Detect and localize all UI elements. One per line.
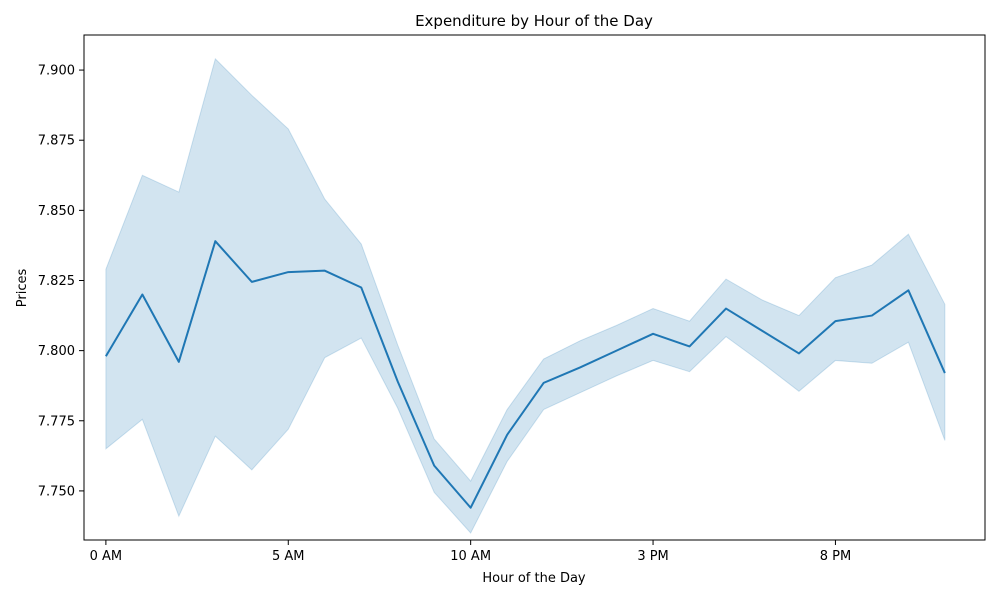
confidence-band [105,57,946,534]
series-line-layer [105,240,946,509]
confidence-band-layer [105,57,946,534]
y-tick-label: 7.825 [38,274,75,289]
y-axis-title: Prices [15,269,30,308]
x-axis: 0 AM 5 AM 10 AM 3 PM 8 PM [90,540,851,564]
y-tick-label: 7.875 [38,134,75,149]
y-tick-label: 7.775 [38,414,75,429]
y-axis: 7.750 7.775 7.800 7.825 7.850 7.875 7.900 [38,64,84,499]
chart-title: Expenditure by Hour of the Day [415,12,653,30]
x-tick-label: 8 PM [820,549,851,564]
series-line [105,240,946,509]
x-tick-label: 5 AM [272,549,305,564]
y-tick-label: 7.850 [38,204,75,219]
y-tick-label: 7.800 [38,344,75,359]
x-tick-label: 3 PM [637,549,668,564]
x-tick-label: 10 AM [450,549,491,564]
x-axis-title: Hour of the Day [482,571,586,586]
x-tick-label: 0 AM [90,549,123,564]
plot-frame [83,34,986,541]
y-tick-label: 7.750 [38,484,75,499]
y-tick-label: 7.900 [38,64,75,79]
